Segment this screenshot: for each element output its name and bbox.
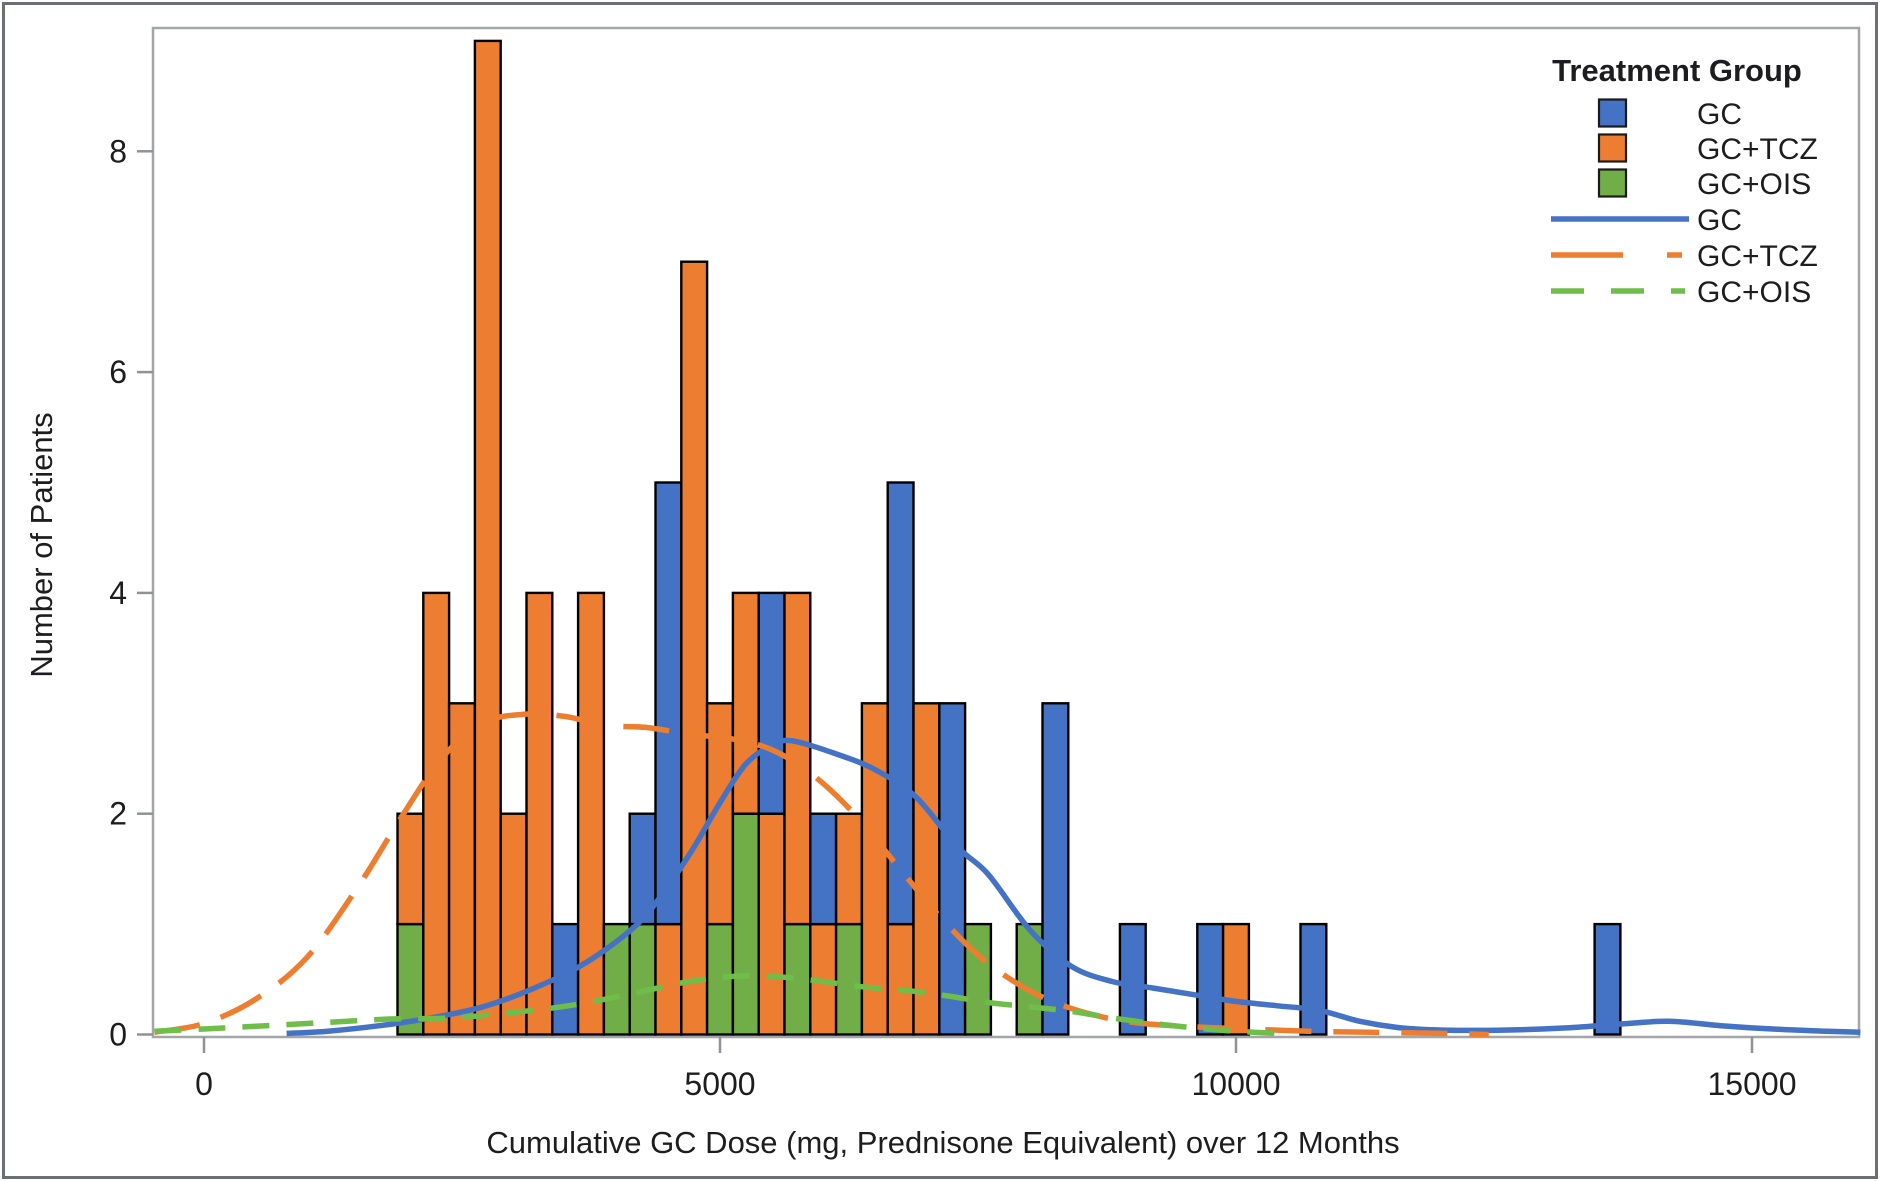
histogram-bar-segment <box>834 812 864 926</box>
legend-item-label: GC+OIS <box>1697 168 1811 201</box>
histogram-bar-segment <box>396 812 425 926</box>
histogram-bar-segment <box>654 922 683 1036</box>
ticks-layer: 0 5000 10000 15000 0 2 4 6 8 <box>109 133 1796 1102</box>
legend-layer: Treatment Group GCGC+TCZGC+OISGCGC+TCZGC… <box>1551 53 1818 309</box>
histogram-bar-segment <box>886 481 915 926</box>
histogram-bar-segment <box>1118 922 1147 1036</box>
legend-swatch <box>1597 133 1628 163</box>
y-tick-label: 2 <box>109 796 127 832</box>
x-tick-label: 10000 <box>1192 1066 1281 1102</box>
curves-layer <box>154 711 1861 1038</box>
legend-item-label: GC+TCZ <box>1697 240 1818 273</box>
x-axis-title: Cumulative GC Dose (mg, Prednisone Equiv… <box>486 1125 1399 1160</box>
histogram-bar-segment <box>473 39 502 1036</box>
legend-item-label: GC+TCZ <box>1697 133 1818 166</box>
histogram-bar-segment <box>731 812 760 1036</box>
histogram-bar-segment <box>757 591 786 815</box>
bars-layer <box>396 39 1622 1036</box>
legend-item-label: GC <box>1697 204 1742 237</box>
histogram-bar-segment <box>938 702 967 1036</box>
y-tick-label: 4 <box>109 575 127 611</box>
x-tick-label: 0 <box>195 1066 213 1102</box>
histogram-bar-segment <box>912 702 941 1036</box>
histogram-bar-segment <box>963 922 993 1036</box>
histogram-bar-segment <box>525 591 554 1036</box>
histogram-bar-segment <box>576 591 606 1036</box>
histogram-bar-segment <box>628 922 657 1036</box>
histogram-bar-segment <box>809 812 838 926</box>
legend-title: Treatment Group <box>1552 53 1802 88</box>
histogram-bar-segment <box>654 481 683 926</box>
histogram-bar-segment <box>680 260 709 1036</box>
histogram-bar-segment <box>757 812 786 1036</box>
legend-swatch <box>1597 168 1628 198</box>
density-curve-gc-tcz <box>154 711 1489 1038</box>
y-tick-label: 6 <box>109 354 127 390</box>
density-curve-gc <box>286 737 1861 1037</box>
histogram-bar-segment <box>447 702 477 1036</box>
y-tick-label: 8 <box>109 133 127 169</box>
legend-swatch <box>1597 98 1628 128</box>
histogram-bar-segment <box>1196 922 1225 1036</box>
legend-item-label: GC <box>1697 98 1742 131</box>
histogram-bar-segment <box>422 591 451 1036</box>
histogram-bar-segment <box>886 922 915 1036</box>
legend-item-label: GC+OIS <box>1697 276 1811 309</box>
x-tick-label: 5000 <box>684 1066 755 1102</box>
histogram-bar-segment <box>1299 922 1328 1036</box>
histogram-bar-segment <box>834 922 864 1036</box>
histogram-bar-segment <box>1041 702 1070 1036</box>
plot-frame <box>151 26 1861 1039</box>
x-tick-label: 15000 <box>1708 1066 1797 1102</box>
y-tick-label: 0 <box>109 1017 127 1053</box>
histogram-bar-segment <box>860 702 889 1036</box>
density-curve-gc-ois <box>154 973 1278 1037</box>
histogram-bar-segment <box>1593 922 1622 1036</box>
histogram-bar-segment <box>1221 922 1251 1036</box>
y-axis-title: Number of Patients <box>24 412 59 677</box>
